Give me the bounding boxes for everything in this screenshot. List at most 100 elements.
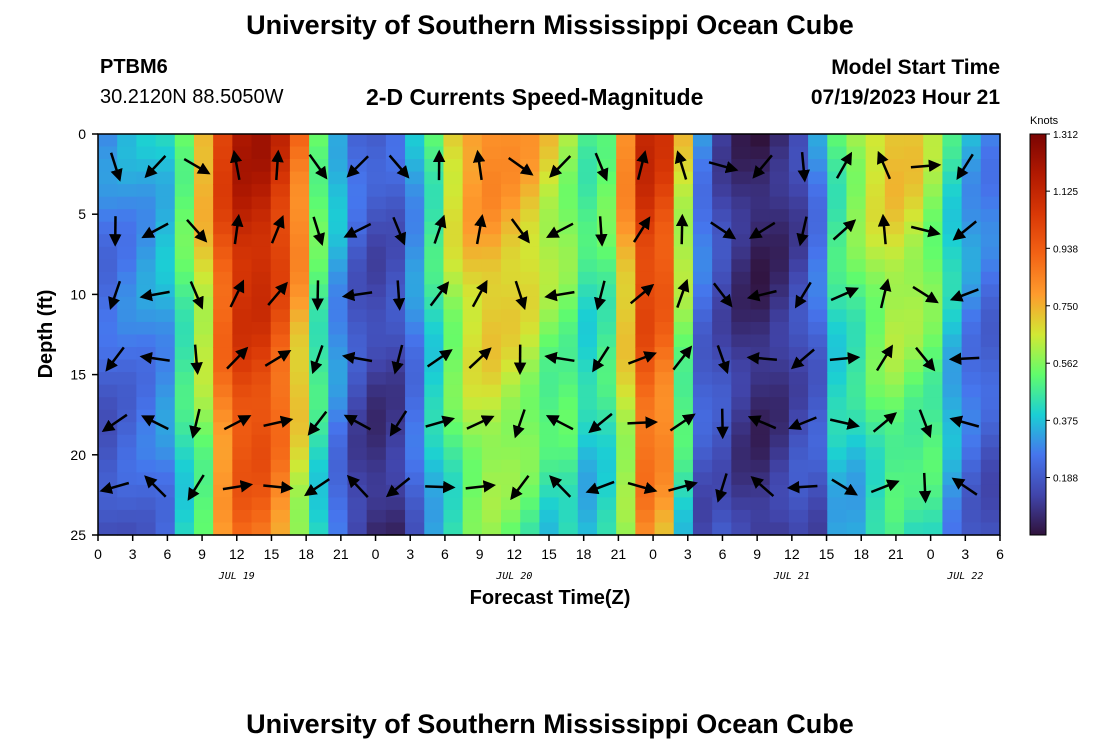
heatmap-cell — [750, 384, 771, 398]
heatmap-cell — [98, 434, 118, 448]
heatmap-cell — [884, 459, 905, 473]
heatmap-cell — [213, 309, 233, 323]
heatmap-cell — [289, 447, 310, 461]
heatmap-cell — [673, 397, 694, 411]
heatmap-cell — [193, 221, 214, 235]
heatmap-cell — [309, 171, 329, 185]
heatmap-cell — [193, 284, 214, 298]
heatmap-cell — [577, 309, 598, 323]
heatmap-cell — [270, 334, 291, 348]
heatmap-cell — [712, 246, 732, 260]
heatmap-cell — [577, 397, 598, 411]
heatmap-cell — [501, 259, 521, 273]
heatmap-cell — [117, 284, 137, 298]
heatmap-cell — [174, 159, 195, 173]
heatmap-cell — [424, 459, 445, 473]
heatmap-cell — [673, 384, 694, 398]
heatmap-cell — [213, 134, 233, 148]
colorbar-gradient — [1029, 133, 1047, 536]
heatmap-cell — [808, 146, 828, 160]
heatmap-cell — [270, 509, 291, 524]
heatmap-cell — [501, 522, 521, 536]
heatmap-cell — [865, 334, 886, 348]
heatmap-cell — [501, 171, 521, 185]
heatmap-cell — [692, 184, 713, 198]
heatmap-cell — [788, 472, 809, 486]
heatmap-cell — [98, 309, 118, 323]
heatmap-cell — [923, 146, 944, 160]
heatmap-cell — [788, 259, 809, 273]
heatmap-cell — [289, 321, 310, 336]
current-vector — [746, 289, 777, 302]
heatmap-cell — [289, 522, 310, 536]
heatmap-cell — [961, 271, 982, 285]
heatmap-cell — [827, 234, 848, 248]
heatmap-cell — [961, 334, 982, 348]
heatmap-cell — [865, 447, 886, 461]
heatmap-cell — [232, 397, 253, 411]
heatmap-cell — [405, 522, 425, 536]
heatmap-cell — [616, 472, 636, 486]
heatmap-cell — [884, 196, 905, 210]
heatmap-cell — [808, 334, 828, 348]
heatmap-cell — [846, 309, 867, 323]
heatmap-cell — [405, 134, 425, 148]
heatmap-cell — [635, 271, 656, 285]
heatmap-cell — [309, 334, 329, 348]
heatmap-cell — [692, 472, 713, 486]
heatmap-cell — [98, 321, 118, 336]
heatmap-cell — [289, 271, 310, 285]
heatmap-cell — [616, 284, 636, 298]
heatmap-cell — [712, 522, 732, 536]
heatmap-cell — [827, 209, 848, 223]
heatmap-cell — [904, 234, 924, 248]
heatmap-cell — [366, 497, 387, 511]
heatmap-cell — [309, 359, 329, 373]
heatmap-cell — [309, 472, 329, 486]
heatmap-cell — [98, 384, 118, 398]
heatmap-cell — [635, 497, 656, 511]
heatmap-cell — [865, 522, 886, 536]
heatmap-cell — [98, 259, 118, 273]
current-vector — [189, 408, 202, 439]
heatmap-cell — [405, 159, 425, 173]
model-start-value: 07/19/2023 Hour 21 — [810, 86, 1000, 109]
heatmap-cell — [654, 284, 675, 298]
heatmap-cell — [481, 522, 502, 536]
heatmap-cell — [539, 334, 560, 348]
current-vector — [190, 344, 203, 375]
x-tick-label: 3 — [684, 546, 692, 562]
heatmap-cell — [98, 522, 118, 536]
heatmap-cell — [309, 372, 329, 386]
heatmap-cell — [654, 484, 675, 499]
heatmap-cell — [251, 472, 272, 486]
heatmap-cell — [443, 522, 464, 536]
heatmap-cell — [808, 509, 828, 524]
heatmap-cell — [117, 384, 137, 398]
heatmap-cell — [328, 296, 349, 311]
heatmap-cell — [385, 209, 406, 223]
heatmap-cell — [213, 284, 233, 298]
heatmap-cell — [788, 234, 809, 248]
heatmap-cell — [616, 397, 636, 411]
heatmap-cell — [558, 384, 579, 398]
heatmap-cell — [980, 271, 1001, 285]
heatmap-cell — [174, 359, 195, 373]
current-vector — [264, 350, 292, 367]
heatmap-cell — [520, 184, 540, 198]
heatmap-cell — [577, 334, 598, 348]
heatmap-cell — [385, 347, 406, 361]
heatmap-cell — [270, 134, 291, 148]
heatmap-cell — [251, 497, 272, 511]
heatmap-cell — [232, 372, 253, 386]
heatmap-cell — [520, 522, 540, 536]
current-vector — [829, 352, 861, 365]
heatmap-cell — [501, 271, 521, 285]
heatmap-cell — [347, 522, 368, 536]
heatmap-cell — [520, 146, 540, 160]
heatmap-cell — [712, 509, 732, 524]
heatmap-cell — [788, 321, 809, 336]
heatmap-cell — [961, 447, 982, 461]
heatmap-cell — [462, 184, 483, 198]
heatmap-cell — [424, 497, 445, 511]
